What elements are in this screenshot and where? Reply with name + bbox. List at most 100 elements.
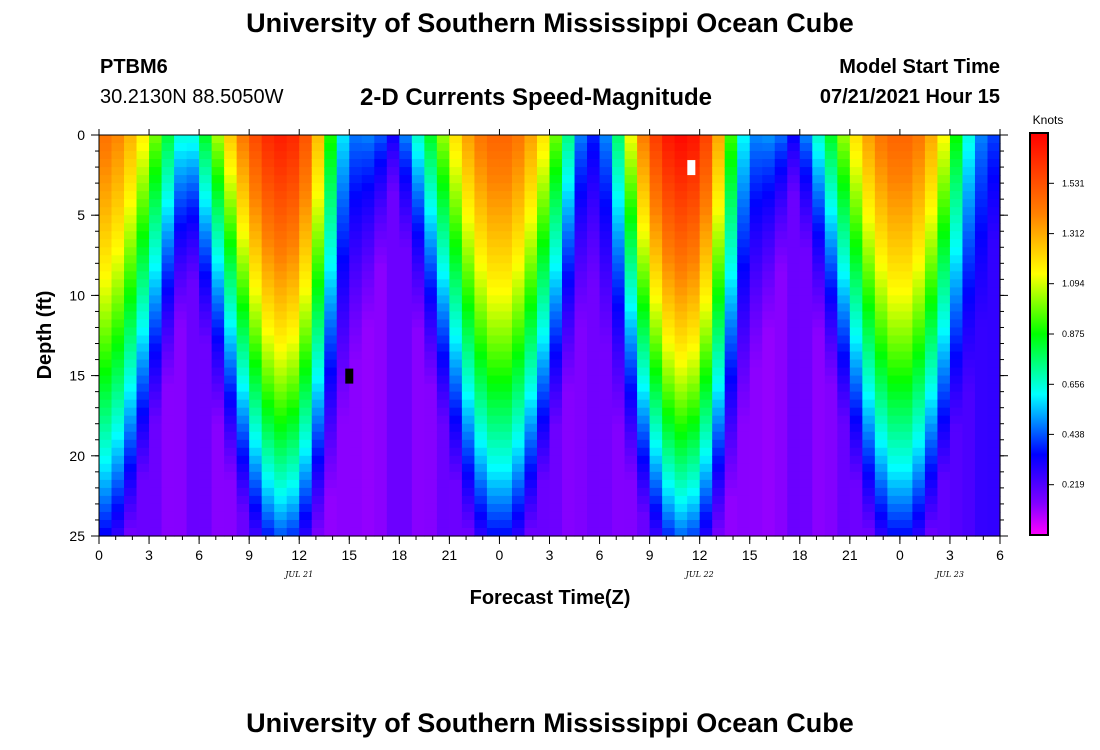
heatmap-cell	[424, 495, 438, 505]
heatmap-cell	[149, 183, 163, 192]
heatmap-cell	[536, 199, 551, 208]
heatmap-cell	[449, 399, 463, 409]
heatmap-cell	[712, 175, 726, 184]
heatmap-cell	[111, 215, 125, 224]
heatmap-cell	[749, 367, 763, 377]
heatmap-cell	[374, 207, 388, 216]
heatmap-cell	[887, 263, 901, 272]
heatmap-cell	[662, 287, 676, 296]
heatmap-cell	[649, 231, 663, 240]
heatmap-cell	[336, 239, 350, 248]
heatmap-cell	[236, 159, 250, 168]
heatmap-cell	[612, 279, 626, 288]
heatmap-cell	[411, 271, 425, 280]
heatmap-cell	[674, 327, 688, 337]
heatmap-cell	[924, 447, 939, 457]
heatmap-cell	[549, 247, 563, 256]
heatmap-cell	[461, 359, 476, 369]
heatmap-cell	[762, 343, 776, 353]
heatmap-cell	[274, 319, 288, 329]
heatmap-cell	[962, 487, 976, 497]
heatmap-cell	[111, 295, 125, 305]
heatmap-cell	[637, 447, 651, 457]
heatmap-cell	[99, 231, 113, 240]
heatmap-cell	[274, 327, 288, 337]
heatmap-cell	[699, 247, 713, 256]
heatmap-cell	[937, 271, 951, 280]
heatmap-cell	[924, 191, 939, 200]
heatmap-cell	[386, 199, 400, 208]
heatmap-cell	[637, 391, 651, 401]
heatmap-cell	[612, 383, 626, 393]
heatmap-cell	[361, 279, 375, 288]
heatmap-cell	[812, 423, 826, 433]
heatmap-cell	[962, 359, 976, 369]
heatmap-cell	[724, 375, 738, 385]
heatmap-cell	[649, 215, 663, 224]
y-tick-label: 5	[77, 207, 85, 223]
heatmap-cell	[624, 143, 638, 152]
heatmap-cell	[449, 495, 463, 505]
heatmap-cell	[549, 183, 563, 192]
heatmap-cell	[799, 239, 813, 248]
heatmap-cell	[286, 303, 300, 313]
heatmap-cell	[299, 231, 313, 240]
heatmap-cell	[662, 335, 676, 345]
heatmap-cell	[111, 311, 125, 321]
heatmap-cell	[887, 487, 901, 497]
heatmap-cell	[624, 335, 638, 345]
heatmap-cell	[962, 151, 976, 160]
heatmap-cell	[624, 231, 638, 240]
heatmap-cell	[174, 479, 188, 489]
heatmap-cell	[386, 439, 400, 449]
heatmap-cell	[912, 335, 926, 345]
heatmap-cell	[299, 487, 313, 497]
heatmap-cell	[261, 407, 275, 417]
heatmap-cell	[862, 519, 876, 529]
heatmap-cell	[724, 391, 738, 401]
x-date-label: JUL 22	[684, 570, 714, 579]
heatmap-cell	[912, 135, 926, 144]
heatmap-cell	[587, 407, 601, 417]
heatmap-cell	[374, 391, 388, 401]
heatmap-cell	[211, 343, 225, 353]
heatmap-cell	[812, 479, 826, 489]
heatmap-cell	[737, 207, 751, 216]
heatmap-cell	[874, 447, 888, 457]
heatmap-cell	[524, 327, 538, 337]
heatmap-cell	[674, 487, 688, 497]
heatmap-cell	[411, 143, 425, 152]
heatmap-cell	[374, 375, 388, 385]
heatmap-cell	[449, 487, 463, 497]
heatmap-cell	[624, 279, 638, 288]
heatmap-cell	[186, 359, 200, 369]
heatmap-cell	[862, 439, 876, 449]
heatmap-cell	[324, 167, 338, 176]
heatmap-cell	[299, 207, 313, 216]
heatmap-cell	[587, 367, 601, 377]
heatmap-cell	[424, 447, 438, 457]
heatmap-cell	[311, 527, 325, 537]
heatmap-cell	[662, 207, 676, 216]
heatmap-cell	[987, 191, 1001, 200]
heatmap-cell	[461, 151, 476, 160]
heatmap-cell	[199, 271, 213, 280]
heatmap-cell	[461, 199, 476, 208]
heatmap-cell	[299, 247, 313, 256]
heatmap-cell	[787, 279, 801, 288]
heatmap-cell	[599, 495, 613, 505]
heatmap-cell	[699, 375, 713, 385]
heatmap-cell	[449, 247, 463, 256]
heatmap-cell	[149, 271, 163, 280]
heatmap-cell	[574, 239, 588, 248]
heatmap-cell	[674, 383, 688, 393]
heatmap-cell	[612, 199, 626, 208]
heatmap-cell	[549, 447, 563, 457]
heatmap-cell	[849, 431, 863, 441]
heatmap-cell	[924, 263, 939, 272]
heatmap-cell	[912, 231, 926, 240]
heatmap-cell	[799, 503, 813, 513]
heatmap-cell	[236, 383, 250, 393]
heatmap-cell	[274, 295, 288, 305]
heatmap-cell	[286, 359, 300, 369]
